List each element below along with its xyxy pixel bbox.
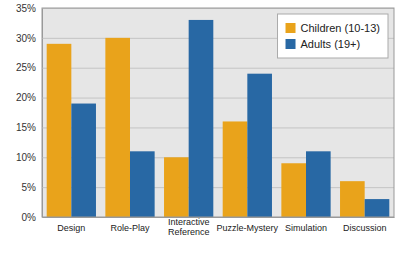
y-tick-label: 35% — [16, 3, 36, 14]
grid-line — [42, 98, 394, 99]
x-tick-label: InteractiveReference — [168, 217, 210, 237]
y-tick-label: 5% — [22, 182, 37, 193]
y-tick-label: 0% — [22, 212, 37, 223]
bar — [47, 44, 72, 217]
legend-item: Adults (19+) — [286, 38, 361, 50]
x-tick-label: Discussion — [343, 223, 387, 233]
bar — [189, 20, 214, 217]
legend-swatch — [286, 23, 296, 33]
x-tick: Simulation — [285, 217, 327, 233]
grid-line — [42, 217, 394, 218]
bar — [281, 163, 306, 217]
bars — [47, 20, 390, 217]
bar — [71, 104, 96, 217]
bar — [105, 38, 130, 217]
x-axis-line — [43, 217, 395, 218]
plot-background — [42, 8, 394, 217]
bar — [340, 181, 365, 217]
legend: Children (10-13) Adults (19+) — [278, 14, 388, 58]
y-tick-label: 15% — [16, 122, 36, 133]
legend-label: Adults (19+) — [301, 38, 361, 50]
y-axis: 0% 5% 10% 15% 20% 25% 30% 35% — [16, 3, 394, 223]
x-tick: Puzzle-Mystery — [217, 217, 279, 233]
x-tick-label: Puzzle-Mystery — [217, 223, 279, 233]
y-tick-label: 30% — [16, 33, 36, 44]
bar — [365, 199, 390, 217]
bar — [306, 151, 331, 217]
x-tick-label: Simulation — [285, 223, 327, 233]
y-tick-label: 20% — [16, 92, 36, 103]
x-tick-label: Design — [57, 223, 85, 233]
bar — [247, 74, 272, 217]
y-tick-label: 25% — [16, 62, 36, 73]
bar — [164, 157, 189, 217]
x-tick: Role-Play — [110, 217, 150, 233]
legend-box — [278, 14, 388, 58]
bar-series — [71, 20, 389, 217]
x-tick: Discussion — [343, 217, 387, 233]
legend-swatch — [286, 39, 296, 49]
chart-svg: 0% 5% 10% 15% 20% 25% 30% 35% Design Role-Play Int… — [0, 0, 400, 261]
x-tick: InteractiveReference — [168, 217, 210, 237]
legend-label: Children (10-13) — [301, 22, 380, 34]
grid-line — [42, 68, 394, 69]
x-tick-label: Role-Play — [110, 223, 150, 233]
bar — [130, 151, 155, 217]
bar — [223, 121, 248, 217]
x-axis: Design Role-Play InteractiveReference Puzzl… — [43, 217, 395, 237]
y-tick-label: 10% — [16, 152, 36, 163]
plot-frame — [42, 8, 394, 217]
x-tick: Design — [57, 217, 85, 233]
chart-container: 0% 5% 10% 15% 20% 25% 30% 35% Design Role-Play Int… — [0, 0, 400, 261]
legend-item: Children (10-13) — [286, 22, 380, 34]
